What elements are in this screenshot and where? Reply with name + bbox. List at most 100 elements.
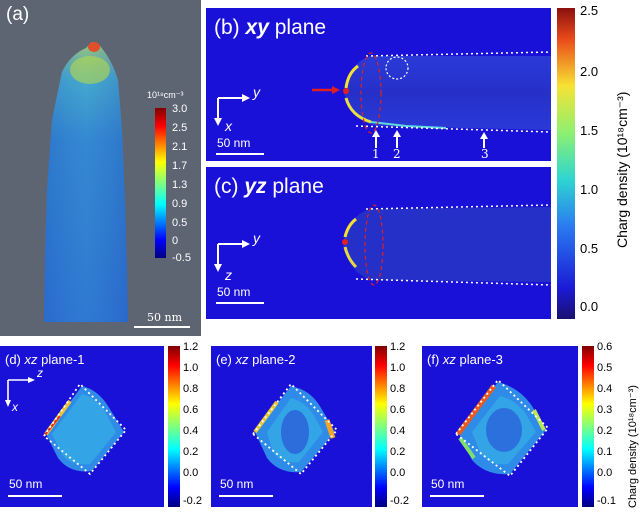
marker-1: 1 — [372, 147, 380, 161]
panel-f-letter: (f) — [427, 352, 440, 367]
panel-f: (f) xz plane-3 50 nm — [422, 346, 578, 507]
panel-b-map — [214, 51, 551, 148]
colorbar-a-tick: 2.5 — [172, 122, 188, 134]
panel-d-axis-z: z — [37, 366, 43, 380]
colorbar-a-unit: 10¹⁸cm⁻³ — [147, 90, 184, 100]
panel-b-plane: xy — [245, 16, 269, 39]
scale-bar-e-label: 50 nm — [220, 477, 254, 491]
scale-bar-b — [216, 153, 264, 155]
colorbar-bc-tick: 1.0 — [580, 182, 599, 197]
colorbar-d — [168, 346, 180, 507]
panel-f-plane: xz — [442, 352, 456, 367]
colorbar-bc — [557, 8, 575, 319]
colorbar-f-tick: -0.1 — [597, 495, 616, 507]
panel-c-map — [214, 204, 551, 286]
panel-d-map — [5, 377, 128, 476]
scale-bar-a-label: 50 nm — [147, 311, 183, 324]
scale-bar-a — [134, 326, 190, 328]
colorbar-e-tick: 1.0 — [390, 362, 406, 374]
colorbar-d-tick: 0.2 — [183, 446, 199, 458]
colorbar-bc-tick: 0.0 — [580, 299, 599, 314]
panel-c-label: (c) yz plane — [214, 175, 324, 199]
colorbar-d-tick: 0.4 — [183, 425, 199, 437]
panel-d-plane-word: plane-1 — [41, 352, 85, 367]
colorbar-e-tick: -0.2 — [390, 495, 409, 507]
panel-e-map — [251, 382, 339, 476]
panel-e-label: (e) xz plane-2 — [216, 352, 296, 367]
scale-bar-f — [430, 495, 484, 497]
panel-f-label: (f) xz plane-3 — [427, 352, 503, 367]
colorbar-a-tick: 0.9 — [172, 198, 188, 210]
nanowire-3d-render — [44, 42, 128, 322]
colorbar-f-tick: 0.4 — [597, 383, 613, 395]
colorbar-d-tick: -0.2 — [183, 495, 202, 507]
colorbar-bc-tick: 1.5 — [580, 123, 599, 138]
colorbar-bc-tick: 2.0 — [580, 64, 599, 79]
red-ellipse-highlight-c — [364, 204, 384, 286]
panel-d-axis-x: x — [12, 400, 18, 414]
colorbar-bc-tick: 2.5 — [580, 3, 599, 18]
scale-bar-b-label: 50 nm — [217, 136, 251, 150]
red-ellipse-highlight — [360, 52, 382, 134]
panel-e: (e) xz plane-2 50 nm — [211, 346, 372, 507]
panel-d: (d) xz plane-1 z x 50 nm — [0, 346, 164, 507]
colorbar-e-tick: 0.8 — [390, 383, 406, 395]
panel-d-letter: (d) — [5, 352, 21, 367]
colorbar-f-tick: 0.5 — [597, 362, 613, 374]
panel-a: (a) 10¹⁸cm⁻³ 3.0 2.5 2.1 1.7 1.3 0.9 0.5… — [0, 0, 201, 336]
colorbar-a-tick: 0 — [172, 235, 179, 247]
colorbar-bc-tick: 0.5 — [580, 241, 599, 256]
colorbar-f-tick: 0.3 — [597, 404, 613, 416]
panel-b-plane-word: plane — [274, 16, 327, 39]
colorbar-f-tick: 0.1 — [597, 446, 613, 458]
panel-c-plane: yz — [244, 175, 267, 198]
colorbar-a-tick: 1.3 — [172, 179, 188, 191]
panel-b-axis-x: x — [225, 118, 232, 134]
panel-b-axis-y: y — [253, 84, 260, 100]
colorbar-f-tick: 0.2 — [597, 425, 613, 437]
panel-d-label: (d) xz plane-1 — [5, 352, 85, 367]
colorbar-f-tick: 0.6 — [597, 341, 613, 353]
colorbar-a-tick: -0.5 — [172, 252, 191, 264]
marker-2: 2 — [393, 147, 401, 161]
scale-bar-c — [216, 302, 264, 304]
panel-c: (c) yz plane y z 50 nm — [206, 167, 551, 319]
panel-c-letter: (c) — [214, 175, 239, 198]
panel-e-plane-word: plane-2 — [252, 352, 296, 367]
colorbar-e-tick: 0.2 — [390, 446, 406, 458]
colorbar-e-tick: 0.6 — [390, 404, 406, 416]
scale-bar-d — [8, 495, 62, 497]
nanowire-xy-section — [344, 56, 551, 130]
colorbar-d-tick: 0.8 — [183, 383, 199, 395]
panel-a-label: (a) — [6, 4, 30, 25]
scale-bar-f-label: 50 nm — [431, 477, 465, 491]
panel-c-axis-y: y — [253, 230, 260, 246]
colorbar-a-tick: 1.7 — [172, 160, 188, 172]
colorbar-a-tick: 3.0 — [172, 103, 188, 115]
marker-3: 3 — [481, 147, 489, 161]
panel-b: (b) xy plane y x 50 nm 1 2 3 — [206, 8, 551, 161]
colorbar-d-tick: 0.0 — [183, 467, 199, 479]
colorbar-e-tick: 1.2 — [390, 341, 406, 353]
panel-d-plane: xz — [24, 352, 38, 367]
colorbar-e-tick: 0.4 — [390, 425, 406, 437]
panel-b-label: (b) xy plane — [214, 16, 326, 40]
panel-c-axis-z: z — [225, 267, 232, 283]
colorbar-f-tick: 0.0 — [597, 467, 613, 479]
colorbar-d-tick: 1.2 — [183, 341, 199, 353]
nanowire-tip-hotspot — [88, 42, 100, 52]
nanowire-yz-section — [343, 207, 551, 282]
panel-f-plane-word: plane-3 — [459, 352, 503, 367]
colorbar-a-tick: 2.1 — [172, 141, 188, 153]
scale-bar-c-label: 50 nm — [217, 285, 251, 299]
colorbar-d-tick: 0.6 — [183, 404, 199, 416]
colorbar-f-title: Charg density (10¹⁸cm⁻³) — [627, 385, 639, 508]
white-circle-highlight — [385, 56, 409, 80]
colorbar-bc-title: Charg density (10¹⁸cm⁻³) — [614, 91, 630, 248]
colorbar-a — [155, 108, 166, 258]
colorbar-f — [582, 346, 594, 507]
panel-c-plane-word: plane — [272, 175, 324, 198]
panel-e-plane: xz — [235, 352, 249, 367]
panel-e-letter: (e) — [216, 352, 232, 367]
red-arrow — [332, 86, 340, 94]
